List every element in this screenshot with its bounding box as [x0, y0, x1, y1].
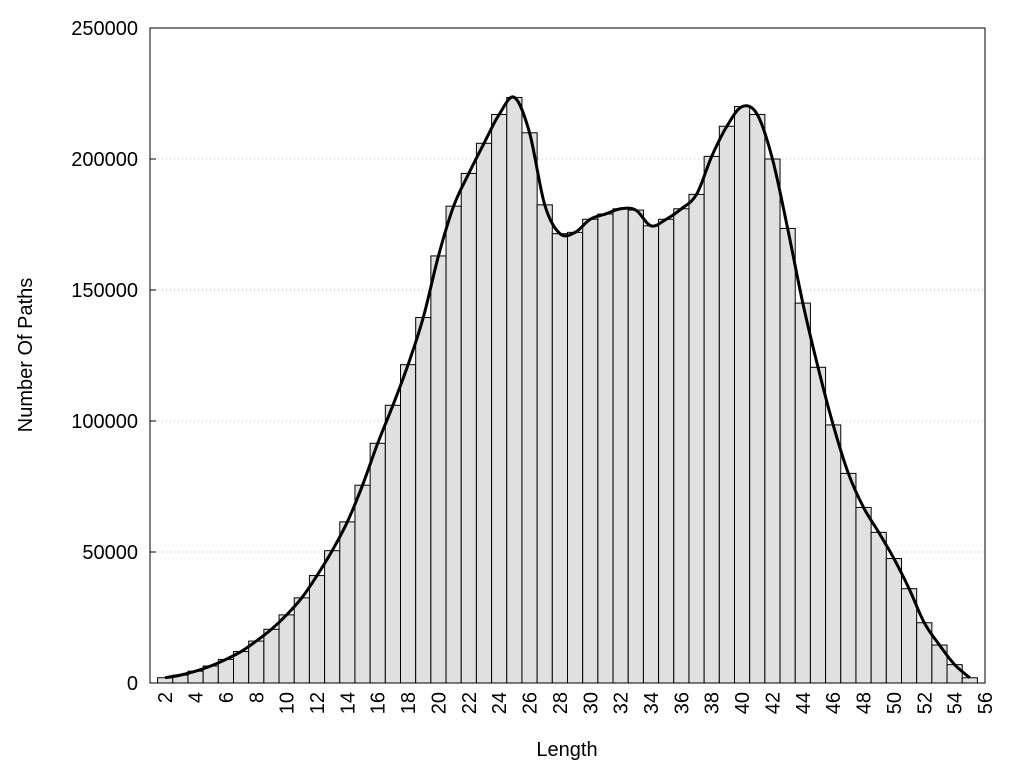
x-tick-label: 42: [762, 692, 784, 714]
bar: [825, 424, 842, 684]
x-tick-label: 52: [914, 692, 936, 714]
bar: [809, 366, 827, 684]
x-tick-label: 4: [186, 692, 208, 703]
x-tick-label: 38: [702, 692, 724, 714]
bar: [308, 575, 326, 684]
bar: [475, 142, 493, 684]
bar: [460, 172, 477, 684]
x-tick-label: 56: [975, 692, 997, 714]
x-tick-label: 36: [671, 692, 693, 714]
bar: [779, 227, 796, 684]
x-tick-label: 54: [945, 692, 967, 714]
bar: [794, 302, 811, 684]
bar: [521, 132, 538, 684]
y-tick-label: 50000: [82, 542, 138, 564]
bar: [961, 677, 978, 684]
y-tick-label: 250000: [71, 18, 138, 40]
bar: [536, 204, 553, 684]
x-axis-label: Length: [536, 739, 597, 761]
bar: [840, 472, 857, 684]
x-tick-label: 26: [520, 692, 542, 714]
bar: [764, 158, 781, 684]
x-tick-label: 10: [277, 692, 299, 714]
bar: [445, 205, 462, 684]
y-tick-label: 200000: [71, 149, 138, 171]
x-tick-label: 12: [307, 692, 329, 714]
bar: [354, 484, 371, 684]
bar: [749, 113, 766, 684]
x-tick-label: 8: [246, 692, 268, 703]
bar: [718, 125, 735, 684]
bar: [491, 113, 508, 684]
bar: [612, 208, 629, 684]
x-tick-label: 30: [580, 692, 602, 714]
x-tick-label: 14: [337, 692, 359, 714]
x-tick-label: 28: [550, 692, 572, 714]
bar: [293, 597, 310, 684]
bar: [734, 106, 751, 684]
smooth-line: [164, 95, 971, 680]
bar: [324, 550, 341, 684]
x-tick-label: 18: [398, 692, 420, 714]
bar: [627, 209, 644, 684]
x-tick-label: 22: [459, 692, 481, 714]
bar: [582, 218, 599, 684]
bar: [855, 506, 872, 684]
x-tick-label: 48: [854, 692, 876, 714]
bar: [506, 96, 523, 684]
y-tick-label: 0: [127, 673, 138, 695]
bar: [415, 317, 432, 684]
x-tick-label: 2: [155, 692, 177, 703]
bar: [885, 558, 902, 684]
bar: [430, 255, 447, 684]
bar: [597, 213, 614, 684]
y-tick-label: 100000: [71, 411, 138, 433]
bar: [703, 155, 720, 684]
bar: [248, 640, 265, 684]
bar: [278, 614, 295, 684]
x-tick-label: 50: [884, 692, 906, 714]
x-tick-label: 16: [368, 692, 390, 714]
plot-frame: [149, 27, 986, 684]
bar: [233, 651, 250, 684]
x-tick-label: 32: [611, 692, 633, 714]
y-axis-label: Number Of Paths: [15, 278, 37, 433]
bar: [870, 531, 887, 684]
y-tick-label: 150000: [71, 280, 138, 302]
x-tick-label: 20: [428, 692, 450, 714]
x-tick-label: 34: [641, 692, 663, 714]
bar: [263, 628, 280, 684]
x-tick-label: 40: [732, 692, 754, 714]
x-tick-label: 44: [793, 692, 815, 714]
bar: [642, 225, 660, 684]
bar: [551, 233, 568, 684]
bar: [567, 231, 584, 684]
bar: [688, 193, 705, 684]
bar: [658, 218, 675, 684]
x-tick-label: 24: [489, 692, 511, 714]
bar: [384, 404, 401, 684]
bar: [369, 442, 386, 684]
bar: [157, 677, 174, 684]
bar: [400, 364, 417, 684]
bar: [339, 521, 356, 684]
x-tick-label: 6: [216, 692, 238, 703]
x-tick-label: 46: [823, 692, 845, 714]
bar: [673, 208, 690, 684]
bar: [946, 664, 963, 684]
